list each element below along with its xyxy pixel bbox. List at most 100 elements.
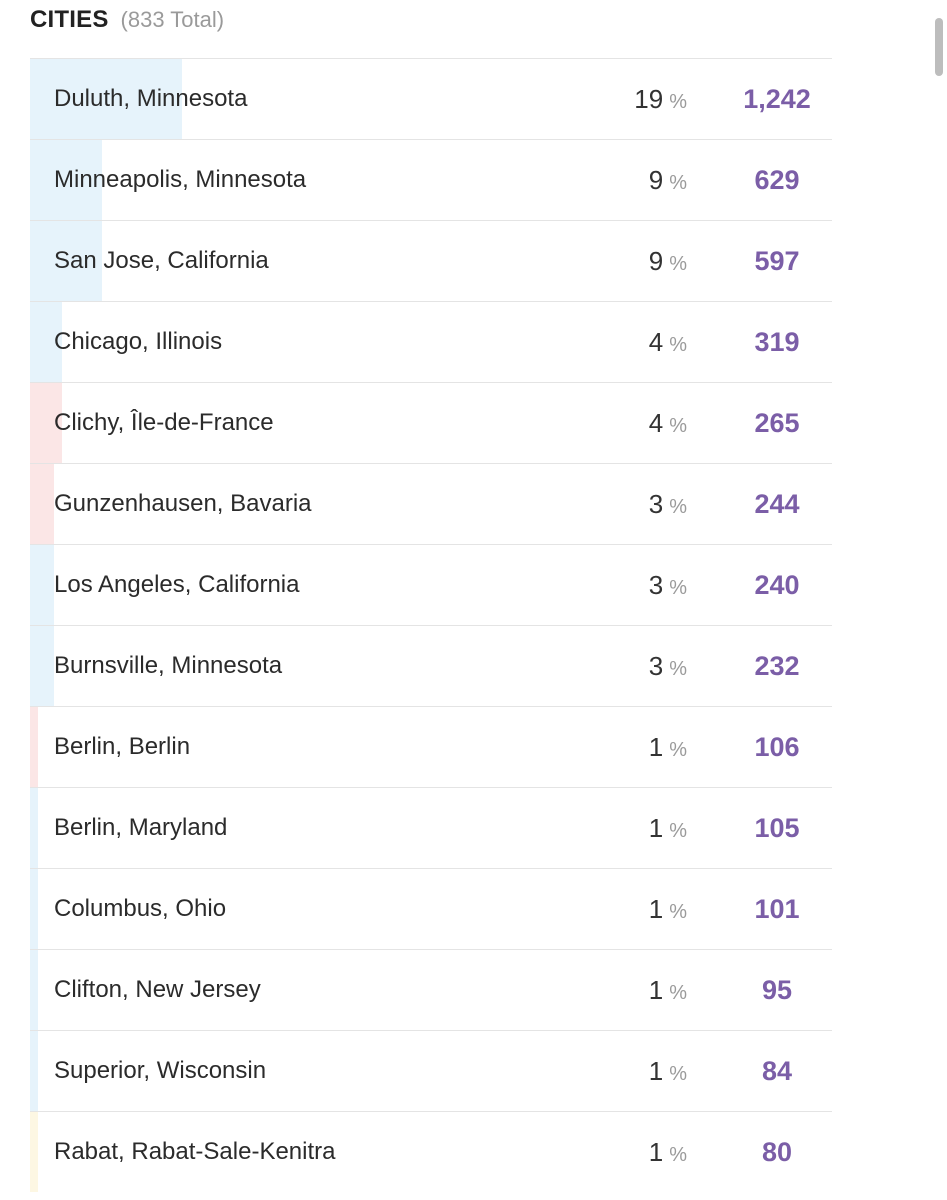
share-bar — [30, 788, 38, 868]
percent-sign: % — [669, 415, 687, 437]
percent-number: 1 — [648, 1056, 664, 1086]
percent-value: 4% — [649, 302, 687, 387]
percent-sign: % — [669, 577, 687, 599]
percent-number: 3 — [648, 489, 664, 519]
percent-sign: % — [669, 658, 687, 680]
share-bar — [30, 1031, 38, 1111]
share-bar — [30, 221, 102, 301]
city-name: Burnsville, Minnesota — [54, 652, 283, 679]
percent-value: 3% — [649, 626, 687, 711]
visit-count: 84 — [761, 1056, 793, 1086]
share-bar — [30, 707, 38, 787]
city-name: Rabat, Rabat-Sale-Kenitra — [54, 1138, 336, 1165]
percent-value: 3% — [649, 464, 687, 549]
visit-count: 597 — [754, 246, 800, 276]
percent-sign: % — [669, 496, 687, 518]
share-bar — [30, 626, 54, 706]
table-row[interactable]: Rabat, Rabat-Sale-Kenitra 1% 80 — [30, 1111, 832, 1192]
percent-number: 3 — [648, 651, 664, 681]
percent-value: 1% — [649, 707, 687, 792]
percent-sign: % — [669, 820, 687, 842]
city-name: San Jose, California — [54, 247, 269, 274]
percent-number: 4 — [648, 327, 664, 357]
table-row[interactable]: Los Angeles, California 3% 240 — [30, 544, 832, 625]
percent-value: 9% — [649, 140, 687, 225]
percent-value: 19% — [634, 59, 687, 144]
total-count: (833 Total) — [120, 7, 225, 32]
visit-count: 240 — [754, 570, 800, 600]
city-name: Berlin, Berlin — [54, 733, 191, 760]
percent-sign: % — [669, 901, 687, 923]
table-row[interactable]: Clichy, Île-de-France 4% 265 — [30, 382, 832, 463]
table-row[interactable]: Clifton, New Jersey 1% 95 — [30, 949, 832, 1030]
visit-count: 629 — [754, 165, 800, 195]
share-bar — [30, 950, 38, 1030]
percent-sign: % — [669, 1144, 687, 1166]
table-row[interactable]: Columbus, Ohio 1% 101 — [30, 868, 832, 949]
visit-count: 1,242 — [743, 84, 811, 114]
share-bar — [30, 59, 182, 139]
percent-sign: % — [669, 739, 687, 761]
city-name: Chicago, Illinois — [54, 328, 223, 355]
share-bar — [30, 869, 38, 949]
percent-number: 1 — [648, 894, 664, 924]
city-name: Minneapolis, Minnesota — [54, 166, 307, 193]
city-name: Clichy, Île-de-France — [54, 409, 274, 436]
percent-number: 1 — [648, 975, 664, 1005]
percent-number: 4 — [648, 408, 664, 438]
share-bar — [30, 383, 62, 463]
share-bar — [30, 1112, 38, 1192]
table-row[interactable]: Superior, Wisconsin 1% 84 — [30, 1030, 832, 1111]
table-row[interactable]: Berlin, Berlin 1% 106 — [30, 706, 832, 787]
percent-number: 9 — [648, 165, 664, 195]
percent-sign: % — [669, 1063, 687, 1085]
table-row[interactable]: Berlin, Maryland 1% 105 — [30, 787, 832, 868]
visit-count: 101 — [754, 894, 800, 924]
table-row[interactable]: San Jose, California 9% 597 — [30, 220, 832, 301]
visit-count: 105 — [754, 813, 800, 843]
visit-count: 80 — [761, 1137, 793, 1167]
cities-table: Duluth, Minnesota 19% 1,242 Minneapolis, Mi… — [30, 58, 832, 1192]
visit-count: 244 — [754, 489, 800, 519]
percent-value: 4% — [649, 383, 687, 468]
city-name: Gunzenhausen, Bavaria — [54, 490, 312, 517]
table-row[interactable]: Burnsville, Minnesota 3% 232 — [30, 625, 832, 706]
table-row[interactable]: Duluth, Minnesota 19% 1,242 — [30, 58, 832, 139]
percent-value: 3% — [649, 545, 687, 630]
percent-number: 9 — [648, 246, 664, 276]
percent-sign: % — [669, 91, 687, 113]
percent-sign: % — [669, 172, 687, 194]
percent-sign: % — [669, 334, 687, 356]
percent-value: 9% — [649, 221, 687, 306]
visit-count: 95 — [761, 975, 793, 1005]
percent-sign: % — [669, 253, 687, 275]
city-name: Columbus, Ohio — [54, 895, 227, 922]
visit-count: 106 — [754, 732, 800, 762]
cities-header: CITIES (833 Total) — [30, 0, 224, 40]
table-row[interactable]: Chicago, Illinois 4% 319 — [30, 301, 832, 382]
percent-number: 19 — [634, 84, 664, 114]
city-name: Clifton, New Jersey — [54, 976, 261, 1003]
percent-value: 1% — [649, 788, 687, 873]
section-title: CITIES — [30, 6, 109, 33]
percent-value: 1% — [649, 1031, 687, 1116]
city-name: Duluth, Minnesota — [54, 85, 248, 112]
percent-number: 3 — [648, 570, 664, 600]
city-name: Berlin, Maryland — [54, 814, 228, 841]
percent-number: 1 — [648, 1137, 664, 1167]
table-row[interactable]: Gunzenhausen, Bavaria 3% 244 — [30, 463, 832, 544]
percent-number: 1 — [648, 732, 664, 762]
percent-value: 1% — [649, 950, 687, 1035]
share-bar — [30, 140, 102, 220]
scrollbar[interactable] — [935, 18, 943, 76]
city-name: Superior, Wisconsin — [54, 1057, 267, 1084]
percent-value: 1% — [649, 1112, 687, 1197]
share-bar — [30, 464, 54, 544]
percent-sign: % — [669, 982, 687, 1004]
share-bar — [30, 545, 54, 625]
visit-count: 232 — [754, 651, 800, 681]
table-row[interactable]: Minneapolis, Minnesota 9% 629 — [30, 139, 832, 220]
visit-count: 265 — [754, 408, 800, 438]
percent-number: 1 — [648, 813, 664, 843]
visit-count: 319 — [754, 327, 800, 357]
